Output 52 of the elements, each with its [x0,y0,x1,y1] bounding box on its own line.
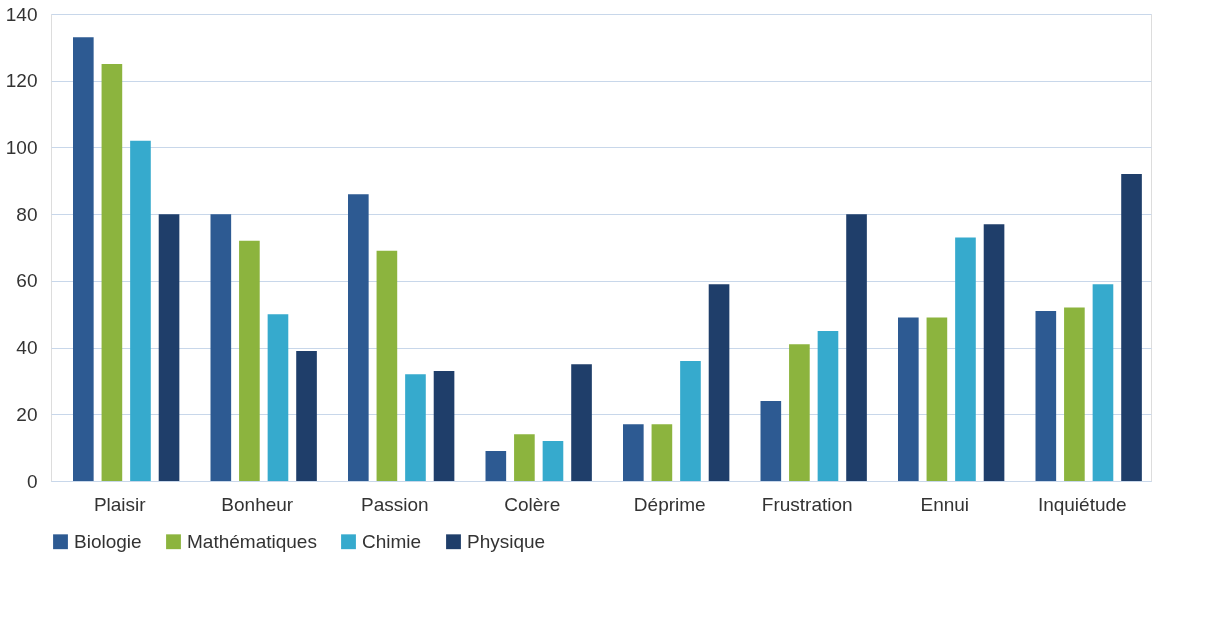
bar [542,440,564,481]
bar [1121,174,1142,481]
legend-label: Mathématiques [187,530,317,552]
bar [817,330,839,481]
bar [158,214,180,481]
x-tick-label: Colère [504,493,561,515]
bar [73,37,94,481]
bar [296,350,317,481]
bar [789,344,810,481]
bar [485,450,507,481]
bar [680,360,701,481]
y-tick-label: 0 [26,470,38,492]
bar [405,374,426,481]
bar [239,240,260,481]
bar [348,194,369,481]
bar [1092,284,1114,481]
y-tick-label: 40 [16,337,38,359]
legend-label: Biologie [74,530,142,552]
bar [623,424,644,481]
y-tick-label: 120 [5,70,38,92]
bar [983,224,1005,481]
y-tick-label: 60 [16,270,38,292]
legend-label: Chimie [362,530,422,552]
bar [267,314,289,481]
y-tick-label: 140 [5,3,38,25]
bar [1035,310,1057,481]
x-tick-label: Ennui [920,493,970,515]
bar [760,400,782,481]
bar [1064,307,1085,481]
bar [708,284,730,481]
legend-label: Physique [467,530,546,552]
x-tick-label: Passion [360,493,429,515]
x-tick-label: Plaisir [93,493,147,515]
bar [926,317,948,481]
bar [130,140,151,481]
x-tick-label: Inquiétude [1037,493,1127,515]
y-tick-label: 100 [5,136,38,158]
bar [955,237,976,481]
y-tick-label: 80 [16,203,38,225]
bar [210,214,232,481]
bar [376,250,398,481]
bar [898,317,919,481]
bar [846,214,867,481]
bar [433,370,455,481]
x-tick-label: Bonheur [221,493,294,515]
bar [101,64,123,481]
bar [571,364,592,481]
y-tick-label: 20 [16,403,38,425]
x-tick-label: Déprime [633,493,706,515]
x-tick-label: Frustration [761,493,853,515]
bar [651,424,673,481]
bar [514,434,535,481]
